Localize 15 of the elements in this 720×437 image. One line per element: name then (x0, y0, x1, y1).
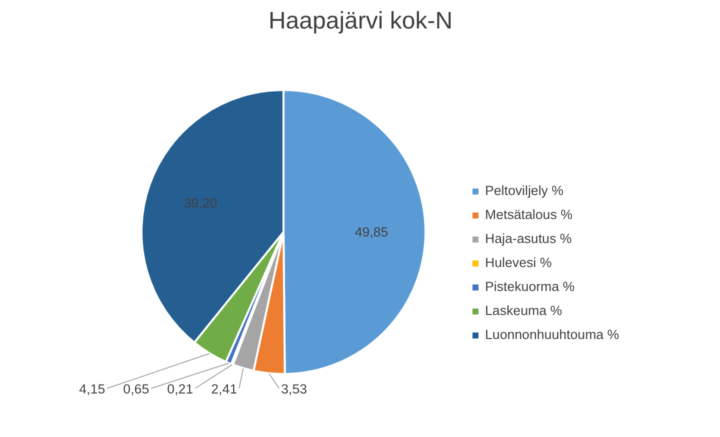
chart-title: Haapajärvi kok-N (268, 8, 453, 34)
legend-label: Luonnonhuuhtouma % (485, 327, 620, 342)
legend-label: Peltoviljely % (485, 183, 564, 198)
data-label: 4,15 (79, 381, 106, 396)
legend-label: Haja-asutus % (485, 231, 572, 246)
data-label: 0,21 (167, 381, 194, 396)
data-label: 0,65 (123, 381, 150, 396)
legend-label: Laskeuma % (485, 303, 562, 318)
legend-label: Pistekuorma % (485, 279, 575, 294)
legend-label: Metsätalous % (485, 207, 572, 222)
data-label: 39,20 (184, 196, 218, 211)
data-label: 49,85 (354, 224, 388, 240)
data-label: 2,41 (211, 381, 238, 396)
data-label: 3,53 (281, 381, 308, 396)
legend-label: Hulevesi % (485, 255, 552, 270)
